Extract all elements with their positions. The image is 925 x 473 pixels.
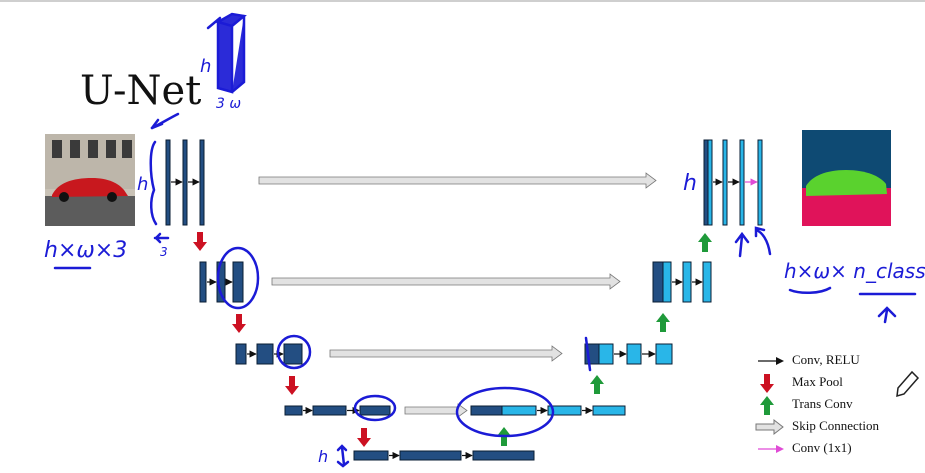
black-arrow-icon <box>758 357 784 365</box>
right-h-label: h <box>683 171 697 196</box>
decoder-level-4 <box>470 405 626 416</box>
legend-label: Max Pool <box>792 374 843 389</box>
legend-label: Conv (1x1) <box>792 440 852 455</box>
input-image <box>45 134 135 226</box>
handwritten-annotations <box>53 12 920 468</box>
encoder-level-4 <box>284 405 391 416</box>
pencil-icon <box>896 370 920 398</box>
decoder-level-1 <box>703 139 763 226</box>
output-shape-label: h×ω× n_classes <box>784 259 925 283</box>
red-down-arrow-icon <box>760 374 774 393</box>
green-up-arrow-icon <box>760 396 774 415</box>
decoder-level-2 <box>652 261 712 303</box>
bottleneck <box>353 450 535 461</box>
encoder-level-1 <box>165 139 205 226</box>
handwritten-text: h 3 ω h h×ω×3 3 h h×ω× n_classes h <box>44 56 925 466</box>
max-pool-arrows <box>193 232 371 447</box>
input-channels-label: 3 <box>160 245 168 259</box>
bottom-h-label: h <box>318 447 328 466</box>
legend-label: Conv, RELU <box>792 352 860 367</box>
decoder-level-3 <box>584 343 673 365</box>
page-title: U-Net <box>80 68 202 114</box>
gray-skip-arrow-icon <box>755 418 784 436</box>
input-shape-label: h×ω×3 <box>44 238 127 263</box>
legend-label: Trans Conv <box>792 396 853 411</box>
pink-arrow-icon <box>758 445 784 453</box>
volume-drawing <box>214 12 247 94</box>
encoder-level-3 <box>235 343 303 365</box>
side-h-label: h <box>137 174 148 195</box>
output-segmentation <box>802 130 891 226</box>
volume-w-label: 3 ω <box>216 96 241 112</box>
legend-label: Skip Connection <box>792 418 880 433</box>
skip-connections <box>258 172 657 418</box>
volume-h-label: h <box>200 56 211 77</box>
